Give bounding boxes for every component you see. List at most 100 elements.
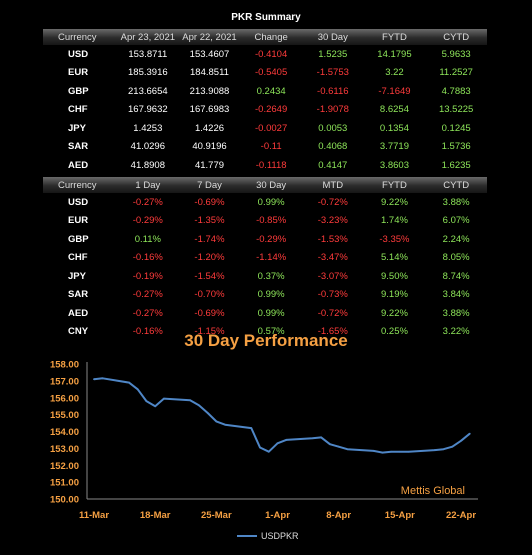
summary-cell: 3.8603: [379, 159, 409, 171]
usdpkr-data-point: [398, 450, 401, 453]
usdpkr-data-point: [128, 381, 130, 384]
currency-code: SAR: [68, 141, 89, 153]
summary-cell: 14.1795: [377, 48, 412, 60]
usdpkr-data-point: [101, 377, 104, 380]
returns-col-header: 1 Day: [117, 177, 179, 193]
usdpkr-data-point: [390, 450, 392, 453]
summary-cell: 5.9633: [441, 48, 471, 60]
summary-cell: 1.5235: [318, 48, 348, 60]
currency-code: JPY: [68, 270, 86, 282]
y-tick-label: 150.00: [50, 495, 79, 506]
x-tick-label: 11-Mar: [79, 510, 109, 521]
returns-cell: 3.84%: [442, 289, 470, 301]
usdpkr-data-point: [163, 397, 165, 400]
usdpkr-series-line: [93, 377, 471, 454]
summary-col-header: 30 Day: [301, 29, 364, 45]
returns-cell: 9.50%: [380, 270, 408, 282]
summary-col-header: Apr 22, 2021: [178, 29, 241, 45]
y-tick-label: 153.00: [50, 444, 79, 455]
returns-cell: 0.99%: [257, 289, 285, 301]
returns-cell: -3.23%: [317, 215, 348, 227]
summary-cell: 184.8511: [190, 67, 229, 79]
currency-code: AED: [68, 159, 89, 171]
usdpkr-data-point: [250, 427, 253, 430]
returns-cell: 3.88%: [442, 196, 470, 208]
returns-cell: -0.72%: [317, 307, 348, 319]
summary-cell: 185.3916: [128, 67, 168, 79]
summary-cell: 11.2527: [439, 67, 473, 79]
summary-cell: 167.6983: [189, 104, 230, 116]
usdpkr-data-point: [407, 450, 410, 453]
returns-cell: -1.20%: [194, 252, 225, 264]
returns-cell: -0.85%: [256, 215, 287, 227]
returns-row-jpy: JPY -0.19% -1.54% 0.37% -3.07% 9.50% 8.74%: [43, 267, 487, 286]
usdpkr-data-point: [259, 446, 261, 449]
legend-label: USDPKR: [261, 531, 299, 541]
returns-col-header: CYTD: [425, 177, 487, 193]
summary-cell: 3.7719: [379, 141, 409, 153]
summary-cell: 13.5225: [438, 104, 474, 116]
summary-cell: 0.0053: [318, 122, 348, 134]
summary-cell: 41.8908: [130, 159, 165, 171]
returns-cell: -1.14%: [256, 252, 287, 264]
summary-cell: 0.4147: [318, 159, 348, 171]
currency-code: GBP: [68, 85, 89, 97]
returns-cell: -0.16%: [132, 326, 163, 338]
returns-cell: -1.74%: [194, 233, 225, 245]
summary-table: Currency Apr 23, 2021 Apr 22, 2021 Change 30…: [43, 29, 487, 193]
returns-col-header: FYTD: [363, 177, 426, 193]
returns-row-cny: CNY -0.16% -1.15% 0.57% -1.65% 0.25% 3.22%: [43, 323, 487, 342]
summary-cell: -0.4104: [255, 48, 288, 60]
summary-cell: 213.6654: [128, 85, 168, 97]
y-tick-label: 156.00: [50, 393, 79, 404]
returns-cell: -0.27%: [132, 196, 163, 208]
summary-row-jpy: JPY 1.4253 1.4226 -0.0027 0.0053 0.1354 0.1245: [43, 119, 487, 138]
chart-watermark: Mettis Global: [401, 485, 465, 497]
usdpkr-data-point: [460, 439, 462, 442]
returns-cell: -3.07%: [317, 270, 348, 282]
summary-cell: 153.4607: [189, 48, 230, 60]
currency-code: USD: [68, 48, 89, 60]
returns-cell: 9.22%: [380, 196, 408, 208]
returns-cell: 8.05%: [442, 252, 470, 264]
summary-cell: 1.4226: [194, 122, 225, 134]
x-tick-label: 15-Apr: [385, 510, 415, 521]
usdpkr-data-point: [468, 432, 471, 435]
returns-cell: 5.14%: [380, 252, 408, 264]
summary-title: PKR Summary: [231, 12, 301, 23]
summary-cell: 40.9196: [192, 141, 227, 153]
summary-col-header: Apr 23, 2021: [117, 29, 179, 45]
usdpkr-data-point: [154, 405, 157, 408]
returns-cell: -0.70%: [194, 289, 225, 301]
usdpkr-data-point: [372, 450, 375, 452]
usdpkr-data-point: [189, 399, 192, 402]
returns-col-header: MTD: [301, 177, 364, 193]
returns-col-header: Currency: [43, 177, 117, 193]
summary-cell: 1.5736: [441, 141, 471, 153]
returns-cell: -0.29%: [256, 233, 287, 245]
returns-cell: -0.27%: [132, 307, 163, 319]
returns-cell: 1.74%: [380, 215, 408, 227]
returns-cell: 9.19%: [380, 289, 408, 301]
summary-cell: 3.22: [385, 67, 404, 79]
summary-cell: 4.7883: [441, 85, 471, 97]
returns-cell: 6.07%: [442, 215, 470, 227]
usdpkr-data-point: [145, 400, 148, 403]
summary-row-usd: USD 153.8711 153.4607 -0.4104 1.5235 14.1795 5…: [43, 45, 487, 64]
returns-col-header: 7 Day: [178, 177, 241, 193]
currency-code: JPY: [68, 122, 86, 134]
summary-cell: 0.2434: [256, 85, 286, 97]
usdpkr-data-point: [267, 450, 270, 453]
returns-row-chf: CHF -0.16% -1.20% -1.14% -3.47% 5.14% 8.05%: [43, 249, 487, 268]
returns-cell: 3.22%: [442, 326, 470, 338]
currency-code: USD: [68, 196, 89, 208]
x-tick-label: 25-Mar: [201, 510, 232, 521]
returns-cell: -0.16%: [132, 252, 163, 264]
summary-body: USD 153.8711 153.4607 -0.4104 1.5235 14.1795 5…: [43, 45, 487, 193]
returns-row-gbp: GBP 0.11% -1.74% -0.29% -1.53% -3.35% 2.24%: [43, 230, 487, 249]
returns-cell: -1.35%: [194, 215, 225, 227]
summary-cell: 0.1354: [379, 122, 409, 134]
summary-cell: -0.0027: [255, 122, 288, 134]
currency-code: GBP: [68, 233, 89, 245]
